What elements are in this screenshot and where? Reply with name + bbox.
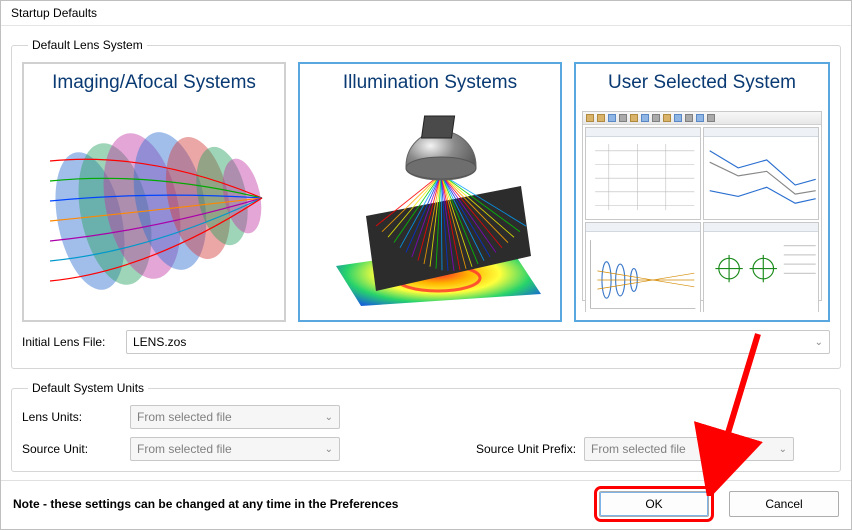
card-user-selected[interactable]: User Selected System [574,62,830,322]
mini-panes [583,125,821,312]
dialog-titlebar: Startup Defaults [1,1,851,26]
chevron-down-icon: ⌄ [815,337,823,348]
default-lens-system-legend: Default Lens System [28,38,147,52]
imaging-thumbnail-svg [30,106,278,306]
startup-defaults-dialog: Startup Defaults Default Lens System Ima… [0,0,852,530]
units-grid: Lens Units: From selected file ⌄ Source … [22,405,830,461]
default-system-units-group: Default System Units Lens Units: From se… [11,381,841,472]
card-thumbnail-imaging [30,100,278,312]
mini-pane [585,222,701,312]
card-thumbnail-illumination [306,100,554,312]
source-unit-prefix-dropdown[interactable]: From selected file ⌄ [584,437,794,461]
card-title: Imaging/Afocal Systems [52,72,256,94]
source-unit-prefix-value: From selected file [591,442,686,456]
dialog-title: Startup Defaults [11,6,97,20]
chevron-down-icon: ⌄ [779,444,787,455]
illumination-thumbnail-svg [306,106,554,306]
mini-pane [703,222,819,312]
source-unit-dropdown[interactable]: From selected file ⌄ [130,437,340,461]
source-unit-prefix-label: Source Unit Prefix: [476,442,586,456]
initial-lens-file-label: Initial Lens File: [22,335,118,349]
lens-units-dropdown[interactable]: From selected file ⌄ [130,405,340,429]
default-system-units-legend: Default System Units [28,381,148,395]
ok-button[interactable]: OK [599,491,709,517]
footer-note: Note - these settings can be changed at … [13,497,398,511]
cancel-button[interactable]: Cancel [729,491,839,517]
initial-lens-file-row: Initial Lens File: LENS.zos ⌄ [22,330,830,354]
source-unit-label: Source Unit: [22,442,122,456]
card-title: Illumination Systems [343,72,517,94]
default-lens-system-group: Default Lens System Imaging/Afocal Syste… [11,38,841,369]
card-illumination[interactable]: Illumination Systems [298,62,562,322]
lens-units-label: Lens Units: [22,410,122,424]
card-title: User Selected System [608,72,796,94]
mini-pane [585,127,701,220]
chevron-down-icon: ⌄ [325,444,333,455]
mini-screenshot [582,111,822,301]
mini-pane [703,127,819,220]
card-thumbnail-user [582,100,822,312]
card-imaging-afocal[interactable]: Imaging/Afocal Systems [22,62,286,322]
initial-lens-file-value: LENS.zos [133,335,186,349]
mini-toolbar [583,112,821,125]
initial-lens-file-dropdown[interactable]: LENS.zos ⌄ [126,330,830,354]
lens-cards-row: Imaging/Afocal Systems Illumination Syst… [22,62,830,322]
chevron-down-icon: ⌄ [325,412,333,423]
source-unit-value: From selected file [137,442,232,456]
lens-units-value: From selected file [137,410,232,424]
dialog-content: Default Lens System Imaging/Afocal Syste… [1,26,851,480]
dialog-footer: Note - these settings can be changed at … [1,480,851,529]
